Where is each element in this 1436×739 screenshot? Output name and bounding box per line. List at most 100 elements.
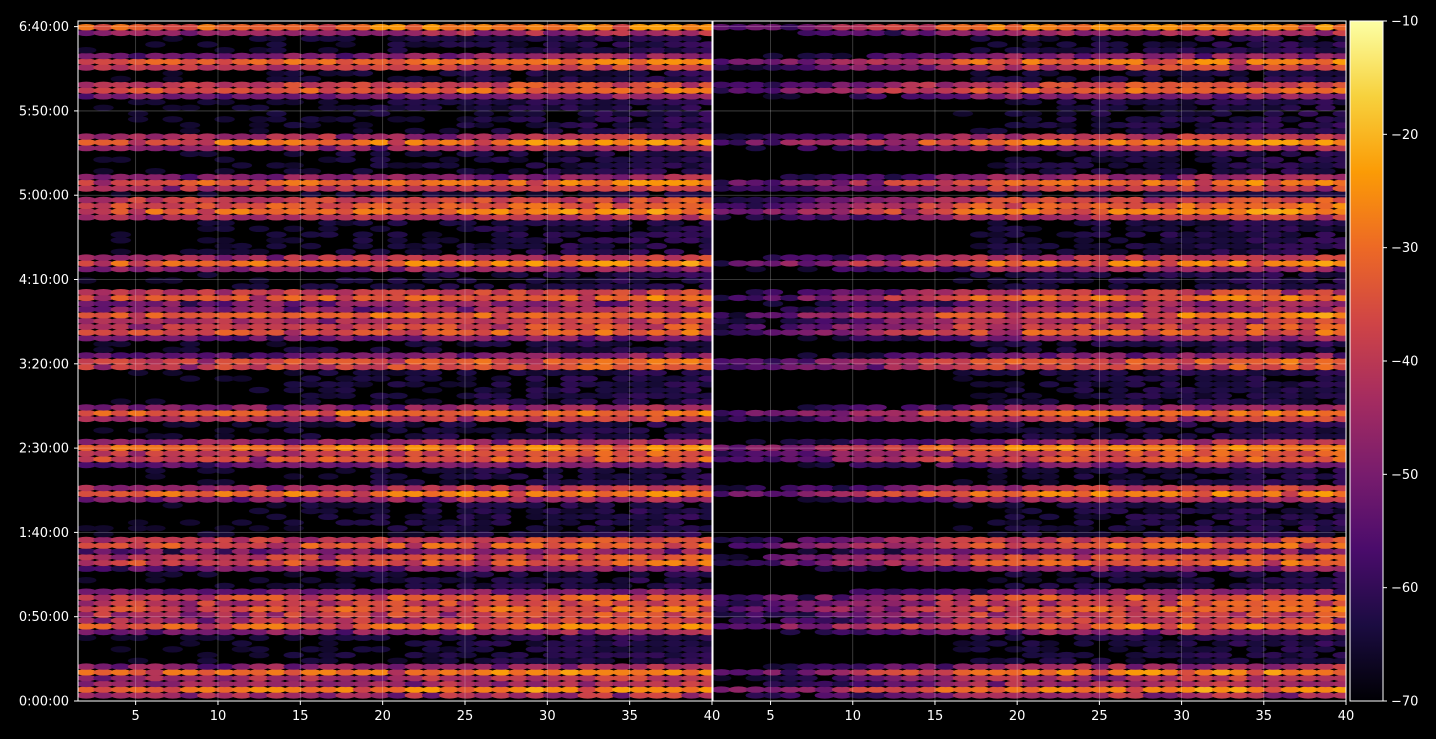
heatmap-cell — [594, 283, 616, 290]
heatmap-cell — [681, 369, 702, 376]
heatmap-cell — [145, 306, 166, 313]
heatmap-cell — [214, 265, 235, 273]
heatmap-cell — [883, 438, 905, 446]
heatmap-cell — [970, 214, 991, 221]
heatmap-cell — [214, 185, 235, 192]
left-y-axis: 0:00:000:50:001:40:002:30:003:20:004:10:… — [19, 20, 78, 710]
heatmap-cell — [594, 168, 616, 175]
heatmap-cell — [214, 363, 235, 371]
heatmap-cell — [404, 519, 425, 526]
heatmap-cell — [370, 692, 391, 699]
heatmap-cell — [525, 196, 546, 204]
heatmap-cell — [318, 392, 339, 399]
heatmap-cell — [935, 588, 956, 595]
heatmap-cell — [728, 456, 749, 463]
heatmap-cell — [560, 35, 581, 42]
heatmap-cell — [197, 484, 218, 492]
heatmap-cell — [370, 185, 391, 192]
heatmap-cell — [93, 317, 114, 325]
heatmap-cell — [594, 663, 616, 670]
heatmap-cell — [1004, 513, 1025, 520]
heatmap-cell — [525, 248, 546, 255]
heatmap-cell — [849, 358, 870, 365]
heatmap-cell — [525, 29, 546, 37]
y-tick-label: 0:00:00 — [19, 695, 69, 710]
heatmap-cell — [952, 260, 974, 267]
heatmap-cell — [197, 530, 218, 538]
heatmap-cell — [93, 52, 114, 60]
heatmap-cell — [127, 300, 149, 307]
heatmap-cell — [935, 352, 956, 359]
heatmap-cell — [387, 58, 408, 65]
heatmap-cell — [508, 582, 529, 590]
heatmap-cell — [197, 686, 218, 693]
heatmap-cell — [1004, 208, 1025, 215]
heatmap-cell — [594, 289, 616, 296]
heatmap-cell — [797, 254, 818, 261]
heatmap-cell — [508, 173, 529, 181]
heatmap-cell — [952, 208, 974, 215]
heatmap-cell — [577, 611, 598, 618]
heatmap-cell — [214, 594, 235, 601]
heatmap-cell — [110, 450, 131, 457]
heatmap-cell — [456, 553, 477, 561]
heatmap-cell — [577, 536, 598, 544]
heatmap-cell — [491, 657, 512, 664]
heatmap-cell — [663, 35, 685, 42]
heatmap-cell — [335, 450, 356, 457]
heatmap-cell — [93, 680, 114, 688]
heatmap-cell — [780, 173, 801, 181]
heatmap-cell — [970, 548, 991, 555]
heatmap-cell — [560, 651, 581, 659]
heatmap-cell — [266, 116, 287, 123]
heatmap-cell — [179, 409, 201, 417]
heatmap-cell — [663, 254, 685, 261]
heatmap-cell — [491, 692, 512, 699]
heatmap-cell — [577, 381, 598, 388]
heatmap-cell — [1004, 444, 1025, 451]
heatmap-cell — [918, 496, 939, 503]
heatmap-cell — [629, 628, 650, 636]
heatmap-cell — [404, 214, 425, 221]
heatmap-cell — [335, 29, 356, 37]
heatmap-cell — [814, 444, 835, 451]
heatmap-cell — [745, 605, 766, 613]
heatmap-cell — [646, 87, 667, 94]
heatmap-cell — [93, 415, 114, 423]
heatmap-cell — [197, 265, 218, 273]
heatmap-cell — [987, 41, 1008, 48]
heatmap-cell — [866, 623, 887, 630]
heatmap-cell — [387, 674, 408, 682]
heatmap-cell — [110, 329, 131, 336]
heatmap-cell — [525, 121, 546, 129]
heatmap-cell — [197, 467, 218, 474]
heatmap-cell — [179, 29, 201, 37]
heatmap-cell — [1021, 41, 1043, 48]
heatmap-cell — [900, 456, 922, 463]
heatmap-cell — [93, 600, 114, 607]
heatmap-cell — [698, 47, 712, 54]
heatmap-cell — [849, 64, 870, 71]
heatmap-cell — [935, 548, 956, 555]
heatmap-cell — [831, 548, 853, 555]
heatmap-cell — [900, 438, 922, 446]
heatmap-cell — [594, 64, 616, 71]
heatmap-cell — [162, 623, 183, 630]
heatmap-cell — [560, 398, 581, 405]
heatmap-cell — [335, 669, 356, 676]
heatmap-cell — [387, 277, 408, 284]
heatmap-cell — [370, 283, 391, 290]
heatmap-cell — [542, 640, 564, 647]
heatmap-cell — [473, 70, 495, 77]
heatmap-cell — [456, 634, 477, 641]
heatmap-cell — [439, 479, 460, 486]
heatmap-cell — [266, 41, 287, 48]
heatmap-cell — [866, 686, 887, 693]
heatmap-cell — [866, 444, 887, 451]
heatmap-cell — [780, 456, 801, 463]
heatmap-cell — [456, 139, 477, 146]
heatmap-cell — [456, 381, 477, 388]
heatmap-cell — [1056, 41, 1077, 48]
heatmap-cell — [352, 450, 374, 457]
heatmap-cell — [421, 565, 443, 572]
